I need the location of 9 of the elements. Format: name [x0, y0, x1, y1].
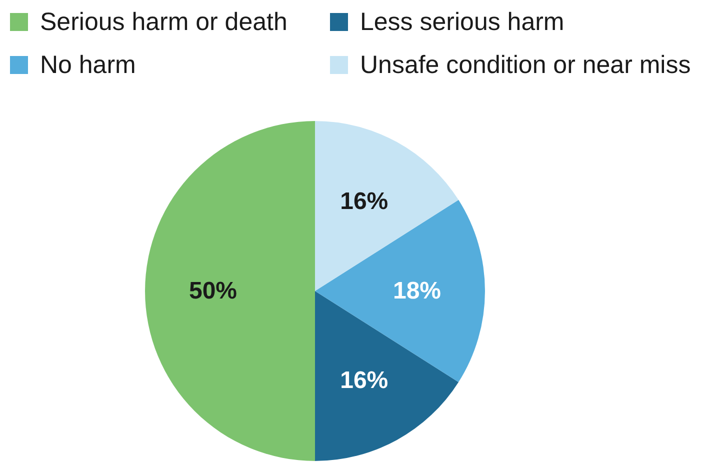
legend-label: Less serious harm	[360, 8, 564, 36]
legend-label: Serious harm or death	[40, 8, 288, 36]
data-label: 50%	[188, 278, 238, 304]
data-label: 16%	[340, 366, 388, 394]
pie-slice	[145, 121, 315, 461]
data-label: 18%	[392, 278, 442, 304]
data-label: 16%	[340, 188, 388, 216]
legend-label: No harm	[40, 51, 136, 79]
legend-label: Unsafe condition or near miss	[360, 51, 691, 79]
